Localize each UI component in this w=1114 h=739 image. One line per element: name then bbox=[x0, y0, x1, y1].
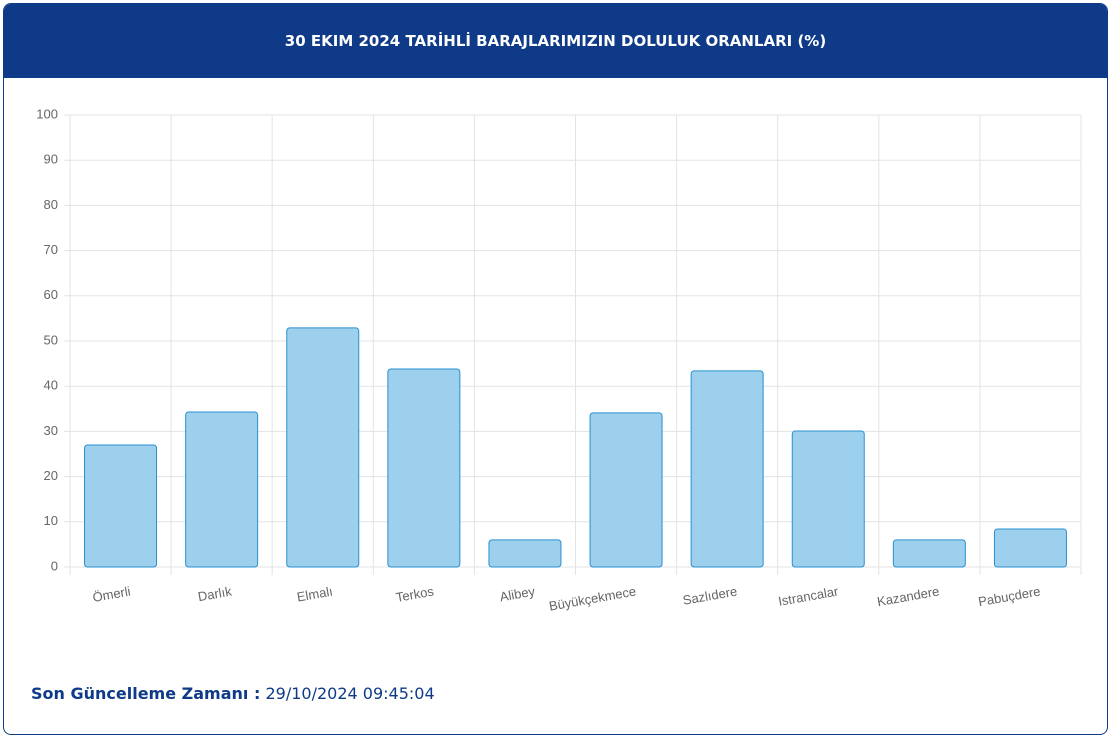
x-tick-label: Istrancalar bbox=[777, 583, 840, 608]
y-tick-label: 30 bbox=[44, 423, 58, 438]
y-tick-label: 40 bbox=[44, 378, 58, 393]
y-tick-label: 80 bbox=[44, 197, 58, 212]
header: 30 EKIM 2024 TARİHLİ BARAJLARIMIZIN DOLU… bbox=[4, 4, 1107, 78]
footer-value: 29/10/2024 09:45:04 bbox=[265, 684, 435, 703]
bar bbox=[892, 539, 966, 568]
y-tick-label: 100 bbox=[36, 106, 58, 121]
bar bbox=[185, 411, 259, 568]
x-tick-label: Kazandere bbox=[876, 584, 941, 610]
y-tick-label: 70 bbox=[44, 242, 58, 257]
y-tick-label: 50 bbox=[44, 332, 58, 347]
bar bbox=[993, 528, 1067, 568]
x-tick-label: Ömerli bbox=[91, 584, 131, 605]
x-tick-label: Darlık bbox=[197, 583, 234, 604]
bar bbox=[286, 327, 360, 568]
x-tick-label: Sazlıdere bbox=[682, 584, 739, 608]
y-tick-label: 0 bbox=[51, 558, 58, 573]
y-tick-label: 90 bbox=[44, 152, 58, 167]
bar bbox=[488, 539, 562, 568]
x-tick-label: Alibey bbox=[499, 583, 537, 604]
bar bbox=[589, 412, 663, 568]
card: 30 EKIM 2024 TARİHLİ BARAJLARIMIZIN DOLU… bbox=[3, 3, 1108, 735]
y-tick-label: 20 bbox=[44, 468, 58, 483]
bar bbox=[791, 430, 865, 568]
x-tick-label: Terkos bbox=[395, 583, 436, 605]
chart-title: 30 EKIM 2024 TARİHLİ BARAJLARIMIZIN DOLU… bbox=[284, 32, 827, 50]
x-tick-label: Elmalı bbox=[296, 584, 334, 605]
footer: Son Güncelleme Zamanı : 29/10/2024 09:45… bbox=[31, 684, 435, 703]
y-tick-label: 10 bbox=[44, 513, 58, 528]
bar bbox=[690, 370, 764, 568]
x-tick-label: Büyükçekmece bbox=[548, 584, 637, 614]
footer-label: Son Güncelleme Zamanı : bbox=[31, 684, 261, 703]
bar bbox=[84, 444, 158, 568]
bar bbox=[387, 368, 461, 568]
x-tick-label: Pabuçdere bbox=[977, 584, 1042, 610]
y-tick-label: 60 bbox=[44, 287, 58, 302]
